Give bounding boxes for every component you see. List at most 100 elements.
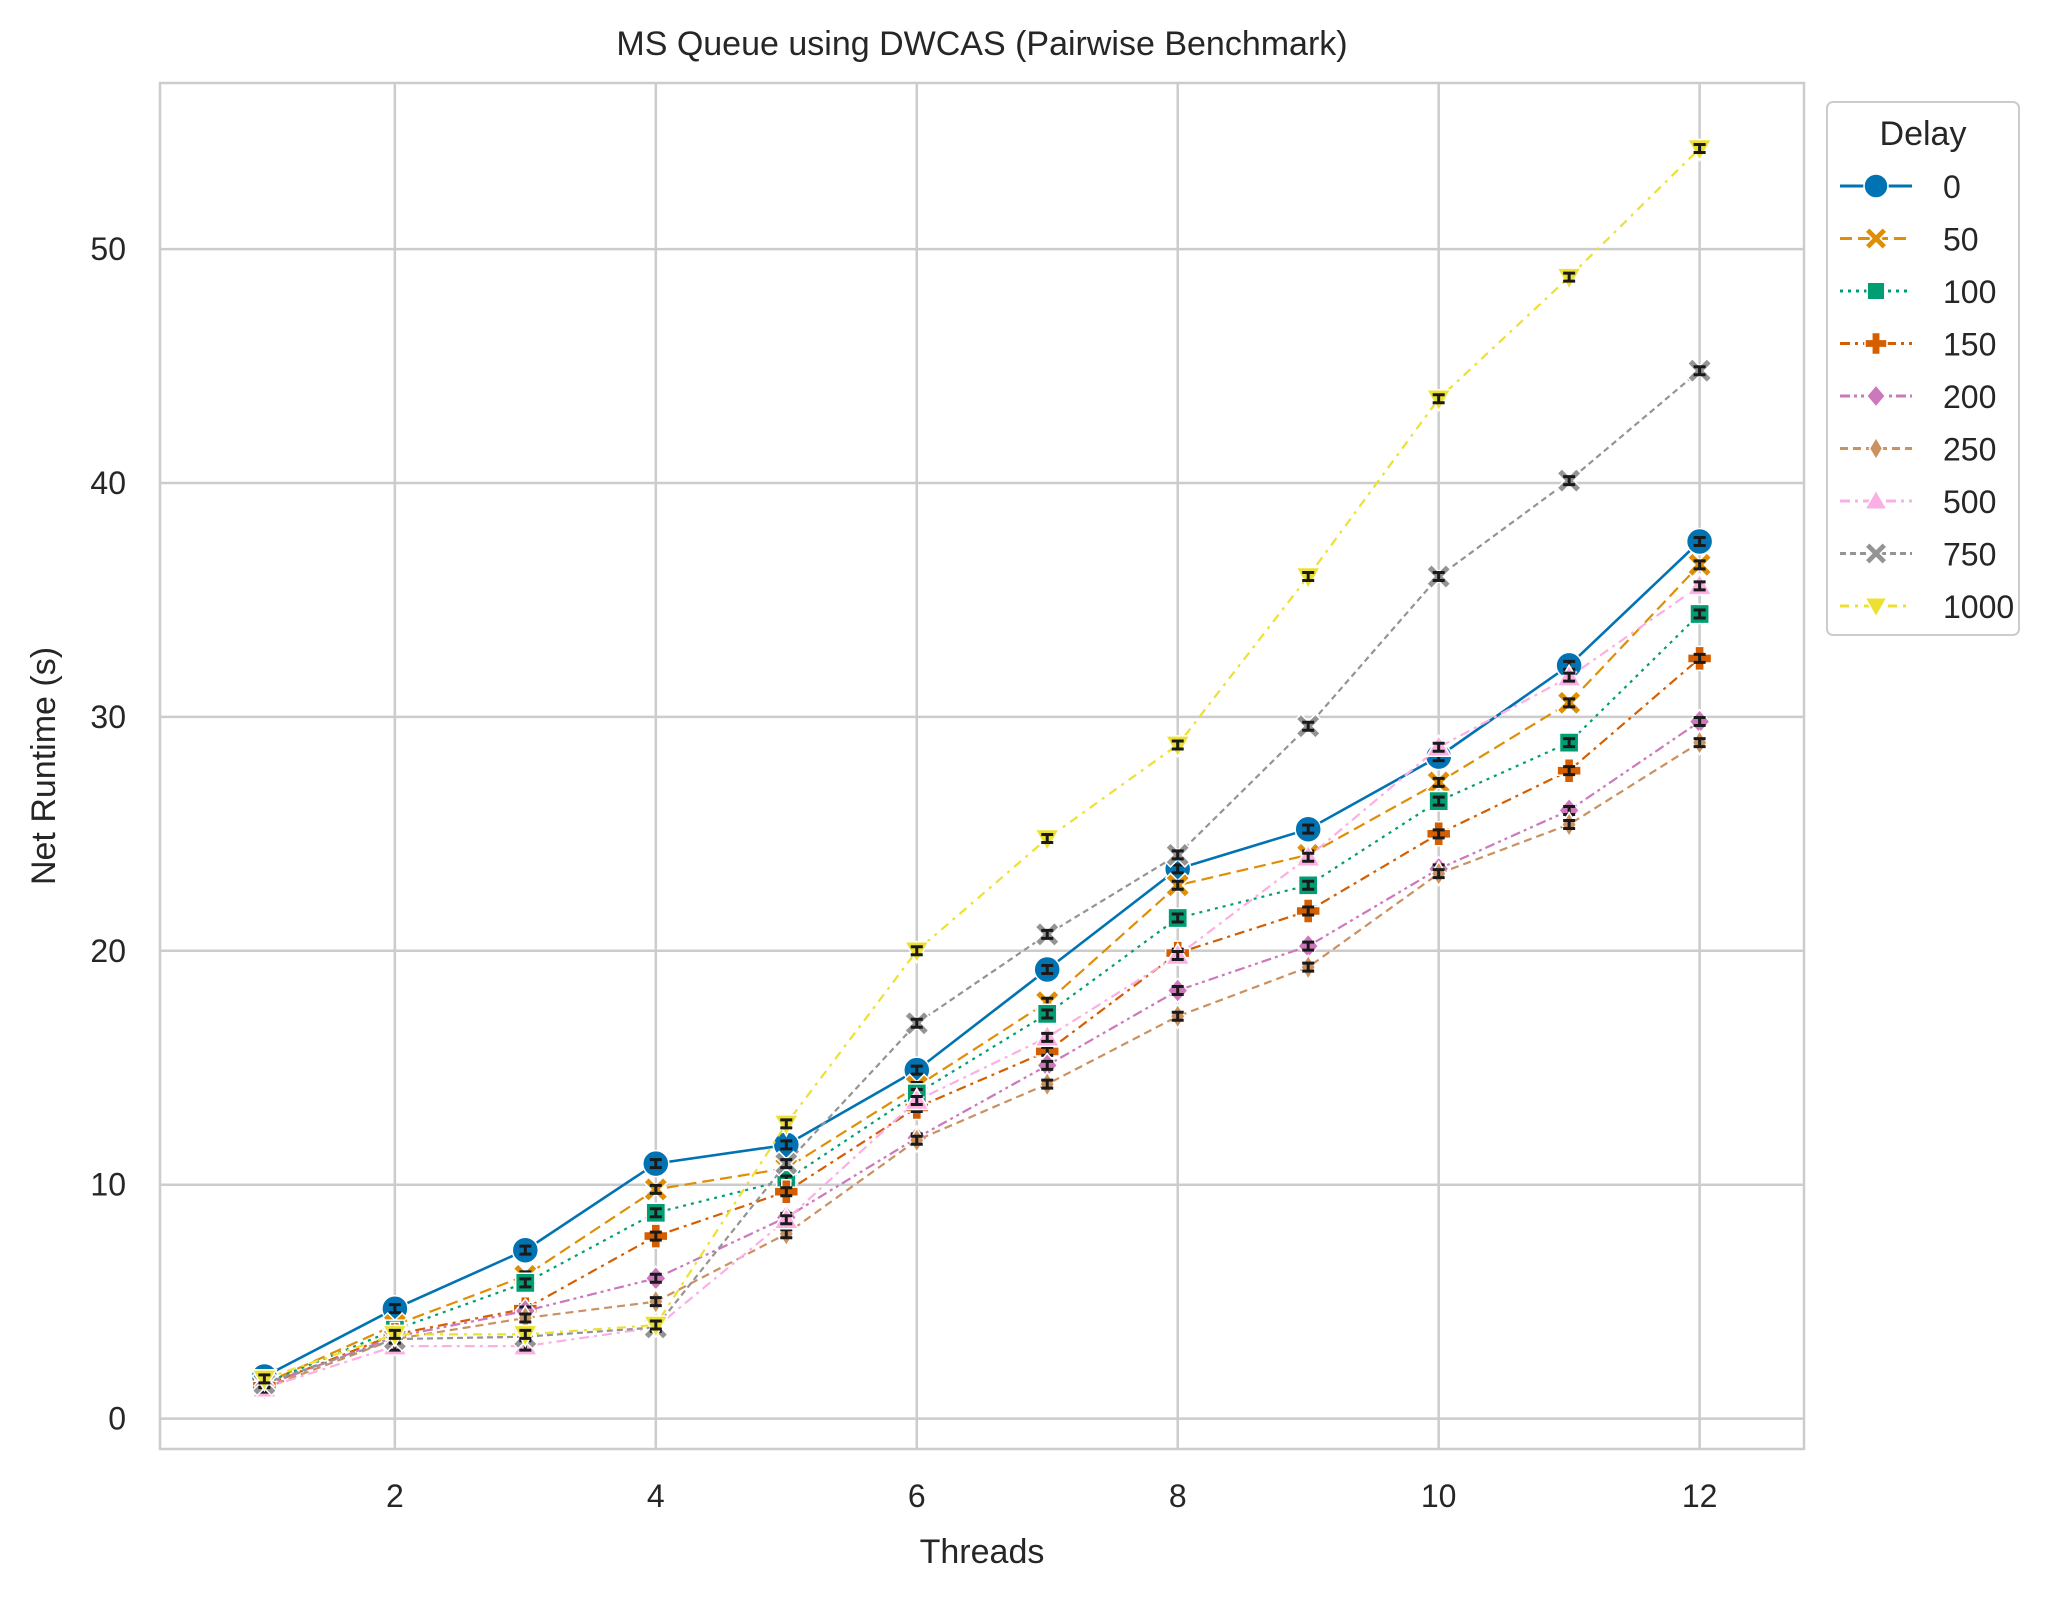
legend-item-0: 0: [1840, 169, 1961, 205]
legend-items: 0 50 100 150 200 250 500 750 1000: [1840, 169, 2014, 625]
error-bar: [1302, 851, 1315, 863]
error-bar: [780, 1118, 793, 1130]
error-bar: [1041, 1078, 1054, 1090]
series-line-50: [263, 564, 1701, 1385]
legend-label: 0: [1943, 169, 1961, 205]
legend: Delay 0 50 100 150 200 250 500 750 1000: [1826, 101, 2020, 636]
error-bar: [649, 1272, 662, 1284]
series-line-100: [263, 613, 1701, 1385]
series-line-250: [264, 741, 1701, 1390]
legend-label: 500: [1943, 484, 1996, 520]
error-bar: [1041, 1008, 1054, 1020]
series-line-200: [264, 720, 1701, 1387]
error-bar: [1432, 741, 1445, 753]
legend-marker: [1863, 173, 1889, 199]
y-tick-label: 50: [90, 231, 126, 267]
error-bar: [1563, 271, 1576, 283]
x-tick-label: 10: [1421, 1478, 1457, 1514]
legend-item-200: 200: [1840, 379, 1996, 415]
error-bar: [780, 1228, 793, 1240]
error-bar: [1432, 571, 1445, 583]
error-bar: [910, 1017, 923, 1029]
error-bar: [519, 1328, 532, 1340]
error-bar: [1693, 652, 1706, 664]
error-bar: [1432, 868, 1445, 880]
error-bar: [910, 1094, 923, 1106]
error-bar: [1171, 949, 1184, 961]
error-bar: [1693, 535, 1706, 547]
error-bar: [388, 1303, 401, 1315]
y-tick-label: 10: [90, 1167, 126, 1203]
series-layer: [250, 138, 1714, 1402]
error-bar: [1302, 720, 1315, 732]
legend-item-1000: 1000: [1840, 589, 2014, 625]
legend-marker: [1863, 226, 1889, 251]
error-bar: [1041, 1059, 1054, 1071]
error-bar: [1563, 818, 1576, 830]
error-bar: [910, 945, 923, 957]
legend-title: Delay: [1880, 115, 1967, 153]
error-bar: [1302, 571, 1315, 583]
error-bar: [519, 1312, 532, 1324]
legend-label: 250: [1943, 432, 1996, 468]
error-bar: [649, 1183, 662, 1195]
error-bar: [1171, 739, 1184, 751]
error-bar: [519, 1244, 532, 1256]
x-axis-label: Threads: [920, 1533, 1045, 1571]
legend-marker: [1866, 281, 1886, 301]
error-bar: [1563, 765, 1576, 777]
series-line-750: [264, 369, 1701, 1385]
legend-item-500: 500: [1840, 484, 1996, 520]
legend-label: 200: [1943, 379, 1996, 415]
error-bar: [1563, 737, 1576, 749]
series-line-500: [264, 584, 1701, 1390]
error-bar: [649, 1207, 662, 1219]
legend-label: 750: [1943, 537, 1996, 573]
legend-item-50: 50: [1840, 222, 1979, 258]
legend-item-150: 150: [1840, 327, 1996, 363]
error-bar: [258, 1373, 271, 1385]
series-200: [253, 708, 1711, 1399]
error-bar: [1171, 849, 1184, 861]
legend-label: 1000: [1943, 589, 2014, 625]
series-150: [251, 645, 1713, 1399]
error-bar: [1693, 559, 1706, 571]
error-bar: [910, 1134, 923, 1146]
error-bar: [1302, 961, 1315, 973]
x-tick-label: 6: [908, 1478, 926, 1514]
plot-frame: [158, 81, 1806, 1451]
error-bar: [1693, 580, 1706, 592]
error-bar: [1693, 716, 1706, 728]
error-bar: [1432, 795, 1445, 807]
error-bar: [1432, 828, 1445, 840]
series-250: [256, 729, 1708, 1402]
x-tick-label: 2: [386, 1478, 404, 1514]
series-line-1000: [264, 147, 1701, 1380]
series-line-150: [263, 657, 1701, 1387]
error-bar: [1693, 608, 1706, 620]
legend-marker: [1864, 331, 1888, 356]
y-tick-label: 0: [108, 1401, 126, 1437]
error-bar: [1171, 863, 1184, 875]
legend-marker: [1868, 436, 1884, 461]
error-bar: [388, 1328, 401, 1340]
error-bar: [1302, 879, 1315, 891]
legend-item-250: 250: [1840, 432, 1996, 468]
legend-label: 150: [1943, 327, 1996, 363]
legend-item-100: 100: [1840, 274, 1996, 310]
error-bar: [1171, 879, 1184, 891]
error-bar: [1563, 475, 1576, 487]
series-line-0: [263, 540, 1701, 1378]
error-bar: [1041, 833, 1054, 845]
legend-label: 100: [1943, 274, 1996, 310]
legend-item-750: 750: [1840, 537, 1996, 573]
legend-marker: [1863, 488, 1889, 510]
chart-title: MS Queue using DWCAS (Pairwise Benchmark…: [616, 25, 1347, 63]
error-bar: [649, 1296, 662, 1308]
error-bar: [1171, 912, 1184, 924]
error-bar: [1041, 1031, 1054, 1043]
legend-label: 50: [1943, 222, 1979, 258]
y-tick-label: 40: [90, 465, 126, 501]
